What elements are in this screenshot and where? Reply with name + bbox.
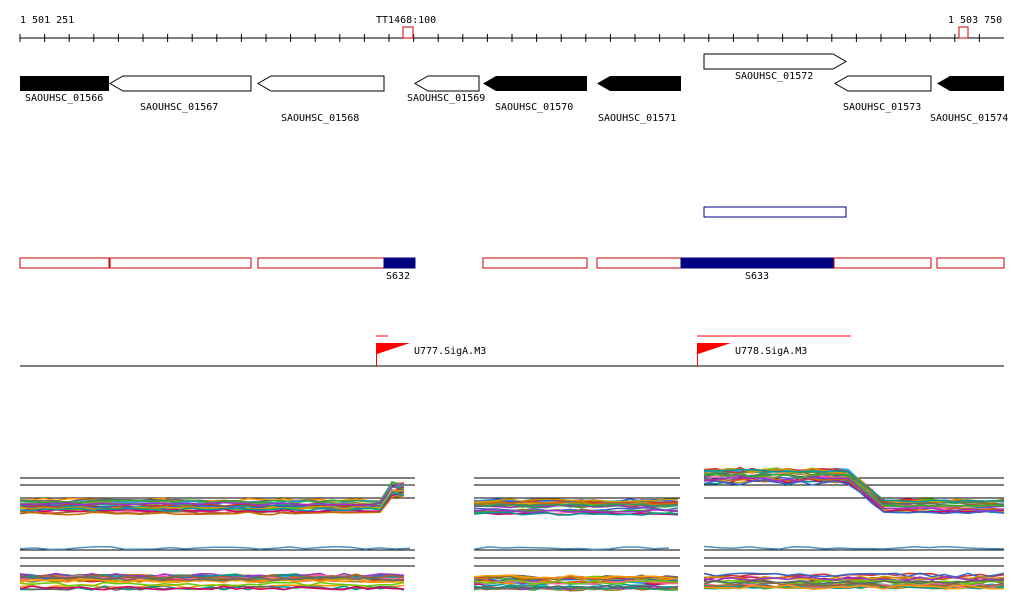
- segment-s632-label: S632: [386, 271, 410, 282]
- expression-panel: [473, 477, 680, 592]
- segment-box[interactable]: [596, 257, 682, 269]
- expression-profiles: [19, 466, 1005, 592]
- promoter-track: U777.SigA.M3 U778.SigA.M3: [20, 335, 1004, 367]
- svg-text:SAOUHSC_01572: SAOUHSC_01572: [735, 71, 813, 82]
- segment-box[interactable]: [19, 257, 110, 269]
- svg-text:SAOUHSC_01571: SAOUHSC_01571: [598, 113, 676, 124]
- segment-s633[interactable]: [680, 257, 835, 269]
- svg-text:SAOUHSC_01567: SAOUHSC_01567: [140, 102, 218, 113]
- segment-box[interactable]: [109, 257, 252, 269]
- gene-saouhsc-01568[interactable]: SAOUHSC_01568: [256, 75, 385, 124]
- segment-box[interactable]: [936, 257, 1005, 269]
- gene-saouhsc-01570[interactable]: SAOUHSC_01570: [483, 76, 587, 113]
- gene-saouhsc-01566[interactable]: SAOUHSC_01566: [20, 76, 109, 104]
- segment-box[interactable]: [257, 257, 385, 269]
- svg-text:SAOUHSC_01574: SAOUHSC_01574: [930, 113, 1008, 124]
- svg-text:SAOUHSC_01568: SAOUHSC_01568: [281, 113, 359, 124]
- promoter-u777[interactable]: U777.SigA.M3: [376, 343, 487, 366]
- coordinate-ruler: 1 501 251 1 503 750 TT1468:100: [19, 15, 1004, 42]
- gene-saouhsc-01573[interactable]: SAOUHSC_01573: [833, 75, 932, 113]
- promoter-u778[interactable]: U778.SigA.M3: [697, 343, 808, 366]
- ruler-ticks: [19, 34, 980, 42]
- svg-text:SAOUHSC_01573: SAOUHSC_01573: [843, 102, 921, 113]
- gene-saouhsc-01574[interactable]: SAOUHSC_01574: [930, 76, 1008, 124]
- segment-outline-upper[interactable]: [703, 206, 847, 218]
- gene-saouhsc-01567[interactable]: SAOUHSC_01567: [108, 75, 252, 113]
- expression-panel: [703, 466, 1005, 590]
- segment-box[interactable]: [833, 257, 932, 269]
- svg-text:U778.SigA.M3: U778.SigA.M3: [735, 346, 807, 357]
- expression-panel: [19, 477, 415, 591]
- segment-s632[interactable]: [383, 257, 416, 269]
- svg-text:U777.SigA.M3: U777.SigA.M3: [414, 346, 486, 357]
- svg-text:SAOUHSC_01566: SAOUHSC_01566: [25, 93, 103, 104]
- ruler-end-label: 1 503 750: [948, 15, 1002, 26]
- segment-box[interactable]: [482, 257, 588, 269]
- segment-track: S632 S633: [19, 206, 1005, 282]
- svg-text:SAOUHSC_01570: SAOUHSC_01570: [495, 102, 573, 113]
- terminator-label[interactable]: TT1468:100: [376, 15, 436, 26]
- gene-saouhsc-01569[interactable]: SAOUHSC_01569: [407, 75, 485, 104]
- svg-text:SAOUHSC_01569: SAOUHSC_01569: [407, 93, 485, 104]
- ruler-start-label: 1 501 251: [20, 15, 74, 26]
- gene-saouhsc-01572[interactable]: SAOUHSC_01572: [703, 53, 848, 82]
- segment-s633-label: S633: [745, 271, 769, 282]
- terminator-marker-1[interactable]: [402, 26, 414, 39]
- gene-saouhsc-01571[interactable]: SAOUHSC_01571: [597, 76, 681, 124]
- gene-track: SAOUHSC_01566 SAOUHSC_01567 SAOUHSC_0156…: [20, 53, 1008, 124]
- terminator-marker-2[interactable]: [958, 26, 969, 39]
